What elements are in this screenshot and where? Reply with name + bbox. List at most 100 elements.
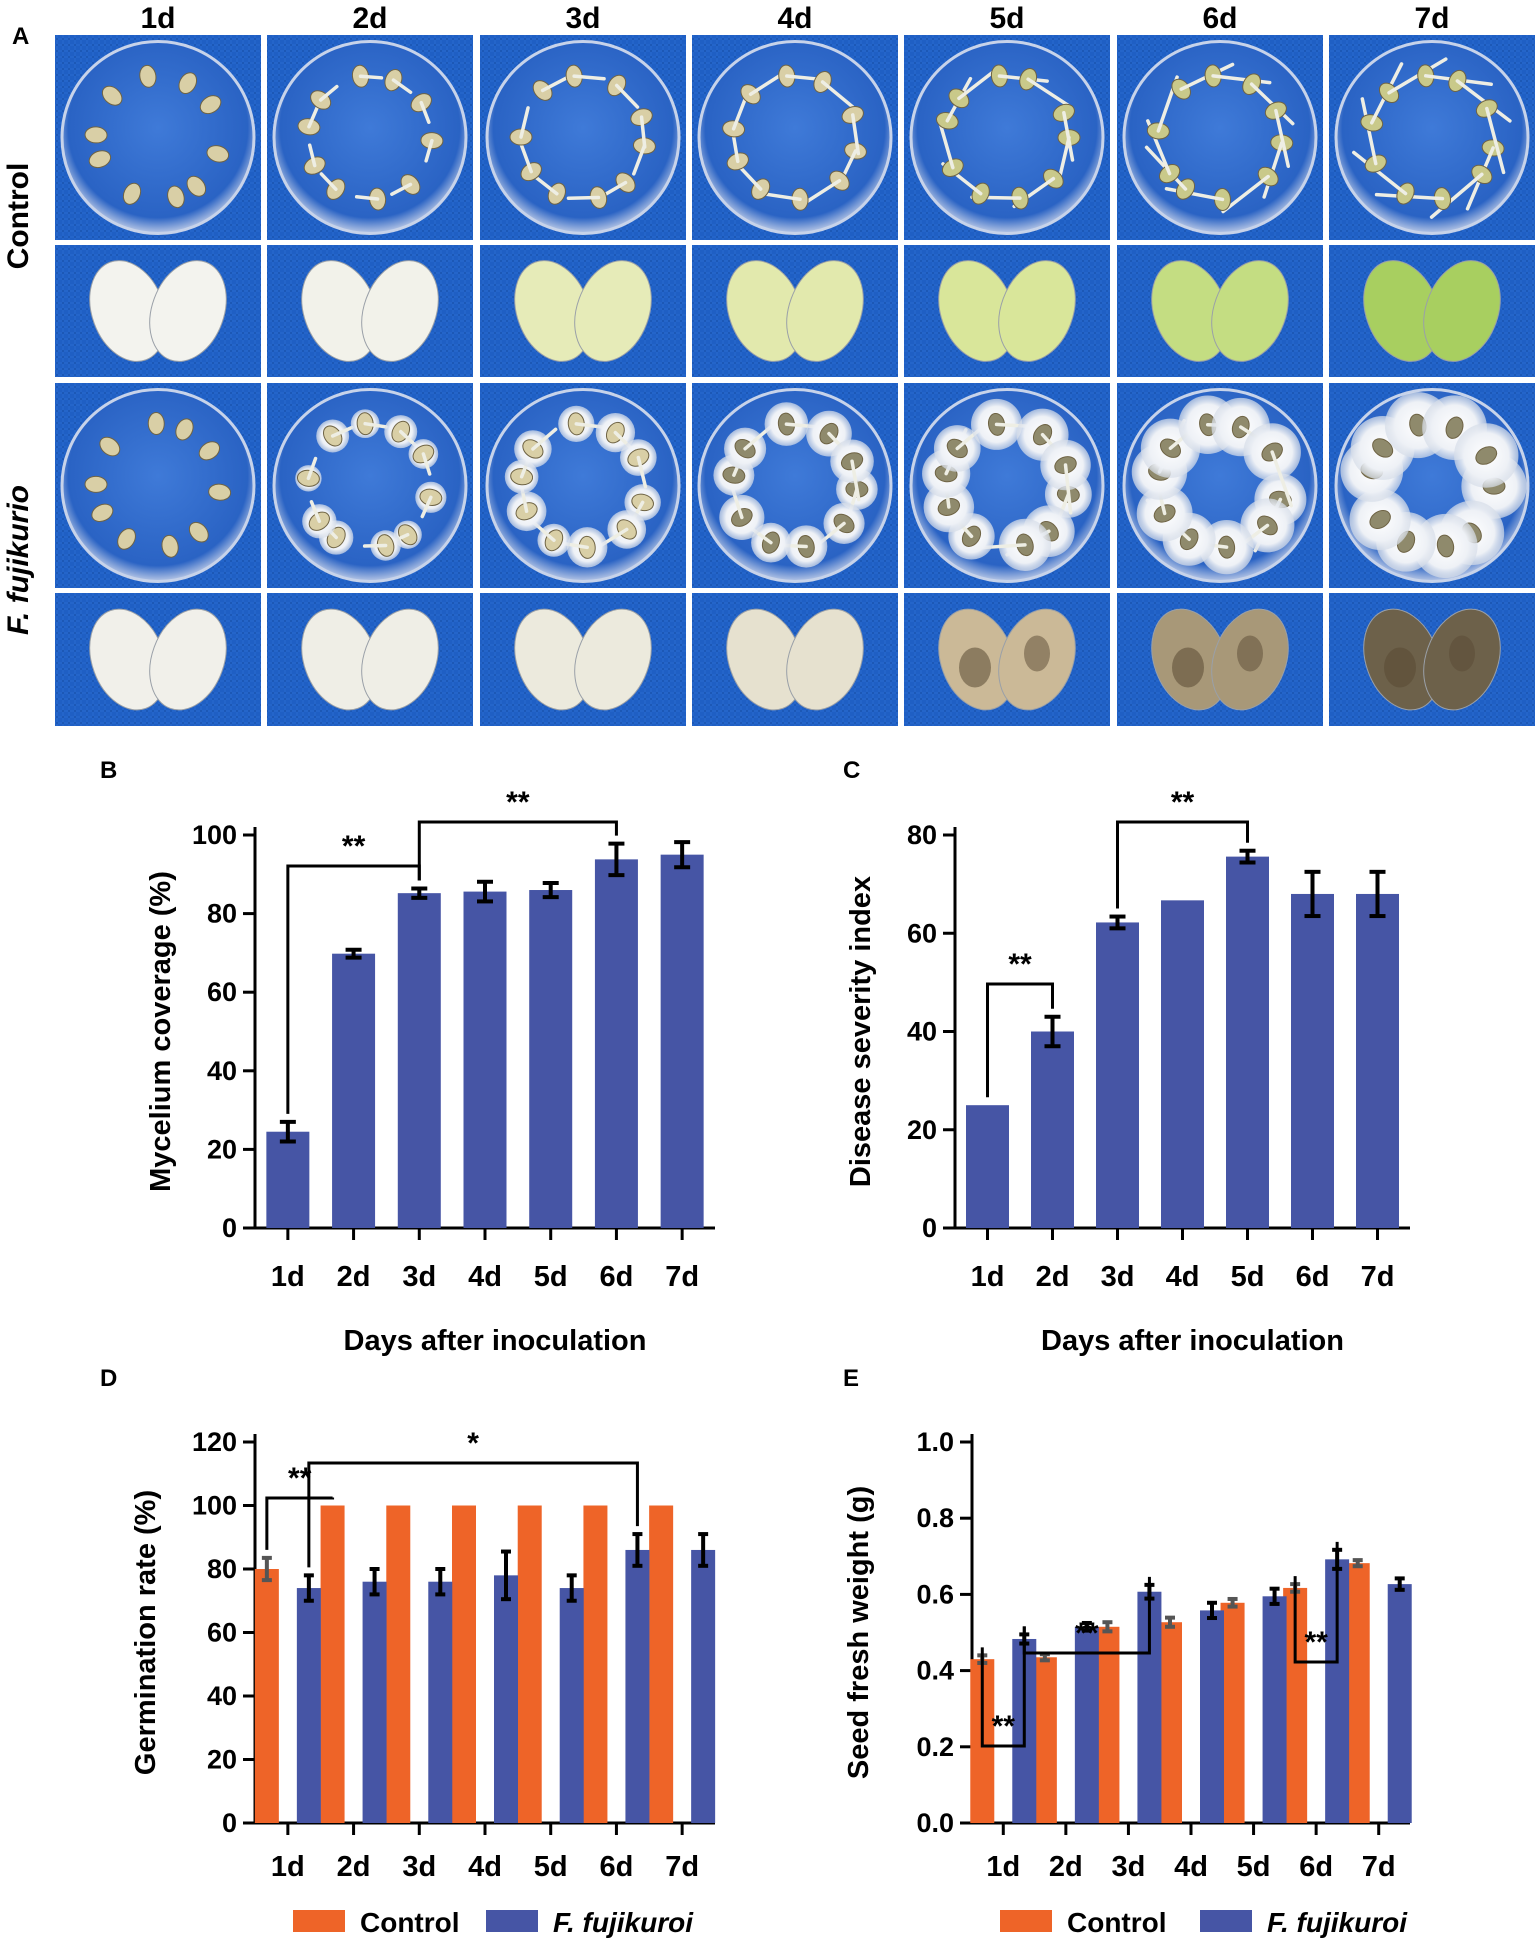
sprout bbox=[390, 182, 413, 196]
significance-label: ** bbox=[992, 1710, 1016, 1743]
lesion bbox=[1449, 635, 1475, 672]
cotyledon-right bbox=[1423, 260, 1501, 362]
sprout bbox=[1063, 463, 1073, 515]
sprout bbox=[1164, 186, 1225, 202]
y-tick-label: 100 bbox=[192, 1491, 237, 1521]
y-tick-label: 0.8 bbox=[916, 1503, 954, 1533]
seed bbox=[167, 185, 185, 209]
significance-bracket bbox=[265, 1496, 335, 1550]
x-tick-label: 5d bbox=[534, 1261, 568, 1293]
sprout bbox=[358, 74, 384, 80]
x-tick-label: 7d bbox=[1361, 1261, 1395, 1293]
cotyledon-right bbox=[361, 608, 439, 711]
cotyledon-photo-r1-c5 bbox=[1117, 245, 1323, 377]
lesion bbox=[959, 647, 991, 688]
day-label-7d: 7d bbox=[1414, 2, 1449, 35]
legend-d: Control F. fujikuroi bbox=[293, 1907, 694, 1938]
sprout bbox=[420, 495, 433, 519]
y-tick-label: 0.0 bbox=[916, 1808, 954, 1838]
petri-dish-photo-r2-c6 bbox=[1329, 383, 1535, 588]
sprout bbox=[531, 427, 558, 451]
photo-cells bbox=[55, 35, 1535, 726]
cotyledon-photo-r1-c3 bbox=[692, 245, 898, 377]
petri-dish-photo-r2-c3 bbox=[692, 383, 898, 588]
panel-b-letter: B bbox=[100, 757, 117, 784]
y-tick-label: 20 bbox=[207, 1745, 237, 1775]
significance-label: ** bbox=[1008, 948, 1032, 981]
seed bbox=[88, 150, 112, 169]
bar-fujikuroi-7d bbox=[691, 1549, 716, 1823]
sprout bbox=[307, 105, 319, 129]
y-tick-label: 0 bbox=[222, 1213, 237, 1243]
y-tick-label: 80 bbox=[207, 899, 237, 929]
x-tick-label: 3d bbox=[402, 1261, 436, 1293]
y-tick-label: 80 bbox=[207, 1554, 237, 1584]
day-column-labels: 1d 2d 3d 4d 5d 6d 7d bbox=[140, 2, 1449, 35]
bar-control-6d bbox=[583, 1505, 608, 1823]
sprout bbox=[850, 113, 861, 156]
bar-fujikuroi-7d bbox=[660, 854, 704, 1228]
bar-control-2d bbox=[320, 1505, 345, 1823]
cotyledon-right bbox=[361, 260, 439, 362]
bar-fujikuroi-7d bbox=[1356, 893, 1399, 1228]
sprout bbox=[330, 425, 354, 438]
sprout bbox=[639, 115, 647, 149]
day-label-6d: 6d bbox=[1202, 2, 1237, 35]
y-tick-label: 60 bbox=[207, 1618, 237, 1648]
seed bbox=[122, 182, 142, 205]
x-tick-label: 7d bbox=[665, 1851, 699, 1883]
bar-control-3d bbox=[386, 1505, 411, 1823]
seed bbox=[188, 521, 209, 543]
panel-c-letter: C bbox=[843, 757, 860, 784]
significance-bracket bbox=[1116, 820, 1249, 909]
row-label-fujikurio: F. fujikurio bbox=[2, 485, 35, 635]
petri-dish-photo-r2-c5 bbox=[1117, 383, 1323, 588]
sprout bbox=[519, 106, 530, 139]
sprout bbox=[307, 143, 317, 168]
x-tick-label: 6d bbox=[600, 1261, 634, 1293]
sprout bbox=[1429, 172, 1484, 219]
lesion bbox=[1172, 647, 1204, 688]
petri-dish-photo-r0-c2 bbox=[480, 35, 686, 240]
seed bbox=[84, 126, 108, 144]
legend-label-fujikuroi: F. fujikuroi bbox=[1267, 1907, 1408, 1938]
x-axis-label: Days after inoculation bbox=[344, 1325, 647, 1357]
y-axis-label: Seed fresh weight (g) bbox=[843, 1486, 875, 1779]
sprout bbox=[1360, 97, 1378, 166]
x-tick-label: 1d bbox=[986, 1851, 1020, 1883]
petri-dish-photo-r0-c1 bbox=[267, 35, 473, 240]
x-tick-label: 2d bbox=[1049, 1851, 1083, 1883]
x-axis-label: Days after inoculation bbox=[1041, 1325, 1344, 1357]
petri-dish-photo-r2-c0 bbox=[55, 383, 261, 588]
day-label-3d: 3d bbox=[565, 2, 600, 35]
cotyledon-right bbox=[1211, 260, 1289, 362]
row-label-control: Control bbox=[2, 163, 35, 270]
petri-dish-photo-r0-c4 bbox=[904, 35, 1110, 240]
panel-a-letter: A bbox=[12, 23, 29, 50]
panel-e-letter: E bbox=[843, 1365, 859, 1392]
x-tick-label: 4d bbox=[1166, 1261, 1200, 1293]
legend-label-control: Control bbox=[1067, 1907, 1167, 1938]
y-tick-label: 0 bbox=[922, 1213, 937, 1243]
bar-fujikuroi-3d bbox=[397, 893, 441, 1228]
x-tick-label: 3d bbox=[402, 1851, 436, 1883]
bar-fujikuroi-5d bbox=[559, 1588, 584, 1823]
legend-swatch-control bbox=[1000, 1910, 1052, 1932]
seed bbox=[84, 475, 108, 493]
bar-fujikuroi-3d bbox=[428, 1581, 453, 1823]
x-tick-label: 7d bbox=[1362, 1851, 1396, 1883]
cotyledon-photo-r1-c6 bbox=[1329, 245, 1535, 377]
bar-fujikuroi-6d bbox=[625, 1549, 650, 1823]
cotyledon-right bbox=[786, 260, 864, 362]
cotyledon-right bbox=[998, 260, 1076, 362]
significance-bracket bbox=[986, 982, 1054, 1098]
cotyledon-photo-r3-c5 bbox=[1117, 593, 1323, 726]
significance-label: ** bbox=[1304, 1626, 1328, 1659]
petri-dish-photo-r2-c4 bbox=[904, 383, 1110, 588]
bar-fujikuroi-4d bbox=[494, 1575, 518, 1823]
sprout bbox=[1026, 77, 1071, 108]
y-tick-label: 0 bbox=[222, 1808, 237, 1838]
bar-fujikuroi-1d bbox=[296, 1588, 321, 1823]
